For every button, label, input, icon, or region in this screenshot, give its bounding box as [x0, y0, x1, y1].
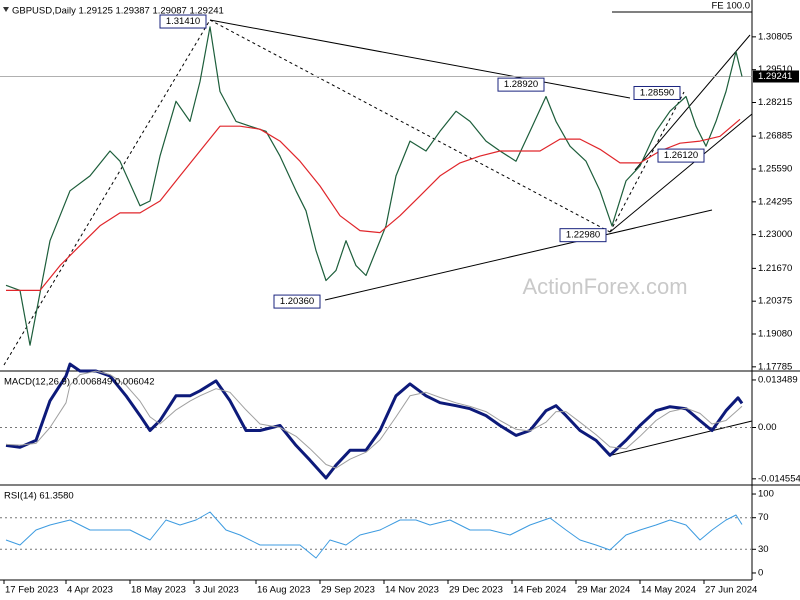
x-tick-label: 29 Sep 2023 — [321, 585, 375, 596]
x-tick-label: 16 Aug 2023 — [257, 585, 310, 596]
x-tick-label: 14 Feb 2024 — [513, 585, 566, 596]
x-tick-label: 18 May 2023 — [131, 585, 186, 596]
y-tick-label: 100 — [758, 489, 774, 500]
y-tick-label: 1.21670 — [758, 263, 792, 274]
x-tick-label: 3 Jul 2023 — [195, 585, 239, 596]
annotation-box — [497, 77, 545, 92]
macd-trend-line — [611, 420, 753, 456]
x-tick-label: 29 Dec 2023 — [449, 585, 503, 596]
fe-label: FE 100.0 — [711, 1, 750, 12]
channel-line — [609, 113, 753, 233]
panel-title: RSI(14) 61.3580 — [4, 491, 74, 502]
y-tick-label: 1.17785 — [758, 361, 792, 372]
y-tick-label: 1.29510 — [758, 64, 792, 75]
annotation-box — [273, 294, 321, 309]
trend-line — [209, 19, 631, 99]
y-tick-label: 70 — [758, 512, 769, 523]
annotation-label: 1.26120 — [664, 150, 698, 161]
trend-line — [3, 19, 211, 366]
symbol-icon — [3, 7, 9, 12]
annotation-box — [559, 228, 607, 243]
annotation-label: 1.28920 — [504, 79, 538, 90]
current-price-label: 1.29241 — [758, 71, 792, 82]
channel-line — [634, 34, 751, 171]
x-tick-label: 4 Apr 2023 — [67, 585, 113, 596]
y-tick-label: 1.28215 — [758, 97, 792, 108]
annotation-label: 1.28590 — [640, 88, 674, 99]
panel-title: GBPUSD,Daily 1.29125 1.29387 1.29087 1.2… — [12, 6, 224, 17]
y-tick-label: 1.26885 — [758, 131, 792, 142]
y-tick-label: 0.013489 — [758, 374, 798, 385]
annotation-box — [159, 14, 207, 29]
y-tick-label: 1.19080 — [758, 329, 792, 340]
y-tick-label: 1.24295 — [758, 196, 792, 207]
y-tick-label: 1.20375 — [758, 296, 792, 307]
annotation-label: 1.31410 — [166, 16, 200, 27]
y-tick-label: 1.30805 — [758, 31, 792, 42]
x-tick-label: 29 Mar 2024 — [577, 585, 630, 596]
x-tick-label: 27 Jun 2024 — [705, 585, 757, 596]
series-line — [5, 26, 743, 346]
x-tick-label: 14 Nov 2023 — [385, 585, 439, 596]
frames — [0, 0, 800, 581]
current-price-box — [753, 70, 799, 83]
x-tick-label: 14 May 2024 — [641, 585, 696, 596]
y-tick-label: 30 — [758, 544, 769, 555]
trend-line — [324, 209, 713, 301]
series-line — [5, 370, 743, 469]
trend-lines — [3, 11, 753, 456]
y-tick-label: 1.23000 — [758, 229, 792, 240]
annotation-box — [633, 85, 681, 100]
annotation-label: 1.22980 — [566, 230, 600, 241]
y-tick-label: -0.014554 — [758, 473, 800, 484]
series-line — [5, 362, 744, 480]
x-tick-label: 17 Feb 2023 — [5, 585, 58, 596]
trend-line — [609, 91, 685, 233]
panel-title: MACD(12,26,9) 0.006849 0.006042 — [4, 377, 155, 388]
series-line — [6, 118, 741, 291]
series-line — [5, 511, 743, 559]
y-tick-label: 0 — [758, 567, 763, 578]
annotation-box — [657, 148, 705, 163]
annotation-label: 1.20360 — [280, 296, 314, 307]
y-tick-label: 1.25590 — [758, 164, 792, 175]
y-tick-label: 0.00 — [758, 422, 777, 433]
watermark: ActionForex.com — [522, 274, 687, 299]
